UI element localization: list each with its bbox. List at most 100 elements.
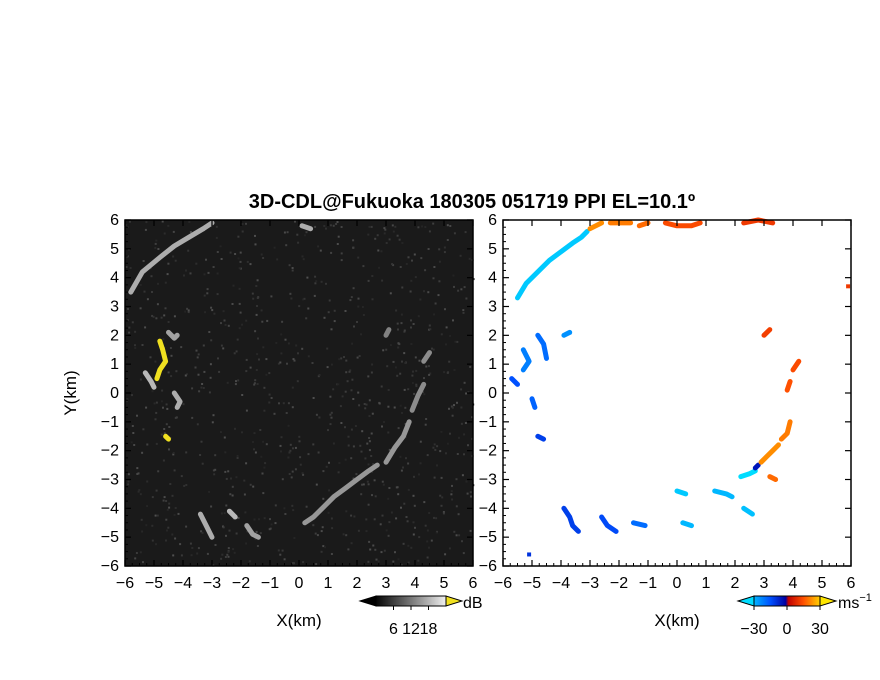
noise-speck	[219, 245, 222, 248]
noise-speck	[288, 473, 291, 475]
noise-speck	[199, 454, 202, 456]
noise-speck	[340, 252, 343, 255]
noise-speck	[387, 405, 390, 408]
noise-speck	[302, 561, 305, 564]
noise-speck	[323, 316, 326, 319]
noise-speck	[357, 529, 360, 532]
noise-speck	[241, 394, 244, 396]
x-tick-label: 5	[818, 575, 827, 592]
right-colorbar: −30 0 30 ms−1	[736, 592, 872, 638]
noise-speck	[239, 260, 242, 263]
noise-speck	[448, 407, 450, 410]
noise-speck	[340, 259, 343, 262]
y-tick-label: 0	[488, 385, 497, 402]
noise-speck	[377, 249, 380, 252]
x-tick-label: 3	[382, 575, 391, 592]
noise-speck	[371, 275, 374, 277]
noise-speck	[230, 477, 232, 480]
noise-speck	[412, 323, 415, 325]
noise-speck	[460, 406, 463, 409]
echo-segment	[741, 505, 755, 517]
noise-speck	[297, 241, 300, 244]
noise-speck	[417, 559, 420, 562]
noise-speck	[223, 319, 226, 322]
noise-speck	[212, 469, 215, 472]
x-tick-label: −2	[232, 575, 250, 592]
noise-speck	[160, 433, 163, 436]
noise-speck	[206, 552, 209, 555]
noise-speck	[352, 445, 355, 448]
noise-speck	[348, 370, 351, 373]
noise-speck	[445, 452, 447, 455]
noise-speck	[332, 442, 335, 445]
x-tick-label: 3	[760, 575, 769, 592]
noise-speck	[403, 352, 406, 355]
noise-speck	[205, 258, 207, 261]
noise-speck	[446, 442, 449, 445]
noise-speck	[208, 490, 211, 493]
noise-speck	[471, 416, 474, 419]
noise-speck	[245, 462, 248, 465]
noise-speck	[456, 453, 459, 455]
left-panel-speckle-noise	[125, 220, 475, 567]
noise-speck	[388, 238, 391, 241]
noise-speck	[403, 388, 406, 391]
noise-speck	[412, 370, 414, 373]
noise-speck	[157, 282, 159, 285]
noise-speck	[385, 529, 388, 532]
colorbar-tick-label: 12	[402, 621, 420, 638]
noise-speck	[256, 353, 259, 356]
noise-speck	[224, 556, 227, 558]
right-colorbar-low-arrow	[736, 595, 755, 607]
noise-speck	[129, 267, 132, 269]
noise-speck	[255, 530, 258, 533]
noise-speck	[232, 548, 235, 551]
echo-segment	[128, 220, 215, 295]
noise-speck	[365, 518, 368, 521]
noise-speck	[443, 246, 446, 249]
noise-speck	[438, 248, 441, 251]
noise-speck	[461, 474, 464, 477]
noise-speck	[368, 399, 371, 402]
noise-speck	[318, 374, 321, 376]
noise-speck	[354, 425, 357, 427]
noise-speck	[361, 306, 364, 308]
noise-speck	[419, 440, 422, 443]
noise-speck	[209, 376, 212, 379]
noise-speck	[277, 549, 280, 552]
noise-speck	[289, 449, 292, 452]
noise-speck	[266, 319, 269, 322]
noise-speck	[186, 373, 188, 376]
noise-speck	[401, 242, 404, 244]
noise-speck	[396, 486, 399, 489]
y-tick-label: −4	[479, 500, 497, 517]
noise-speck	[320, 530, 323, 533]
noise-speck	[393, 406, 396, 409]
echo-segment	[244, 523, 261, 540]
noise-speck	[388, 448, 391, 451]
echo-segment	[197, 511, 215, 540]
noise-speck	[423, 501, 426, 504]
noise-speck	[243, 479, 246, 482]
noise-speck	[155, 411, 158, 414]
noise-speck	[232, 284, 235, 287]
noise-speck	[427, 291, 430, 294]
noise-speck	[428, 373, 431, 376]
y-tick-label: −1	[101, 414, 119, 431]
noise-speck	[387, 497, 390, 500]
noise-speck	[424, 423, 427, 426]
noise-speck	[280, 352, 283, 355]
x-tick-label: −1	[639, 575, 657, 592]
noise-speck	[407, 561, 410, 564]
colorbar-tick-label: 30	[811, 621, 829, 638]
noise-speck	[411, 382, 414, 384]
noise-speck	[330, 517, 333, 520]
noise-speck	[383, 232, 386, 235]
noise-speck	[262, 257, 265, 259]
noise-speck	[313, 294, 316, 297]
noise-speck	[451, 406, 454, 409]
noise-speck	[395, 309, 398, 312]
noise-speck	[452, 274, 455, 277]
noise-speck	[239, 311, 242, 314]
noise-speck	[318, 416, 321, 419]
